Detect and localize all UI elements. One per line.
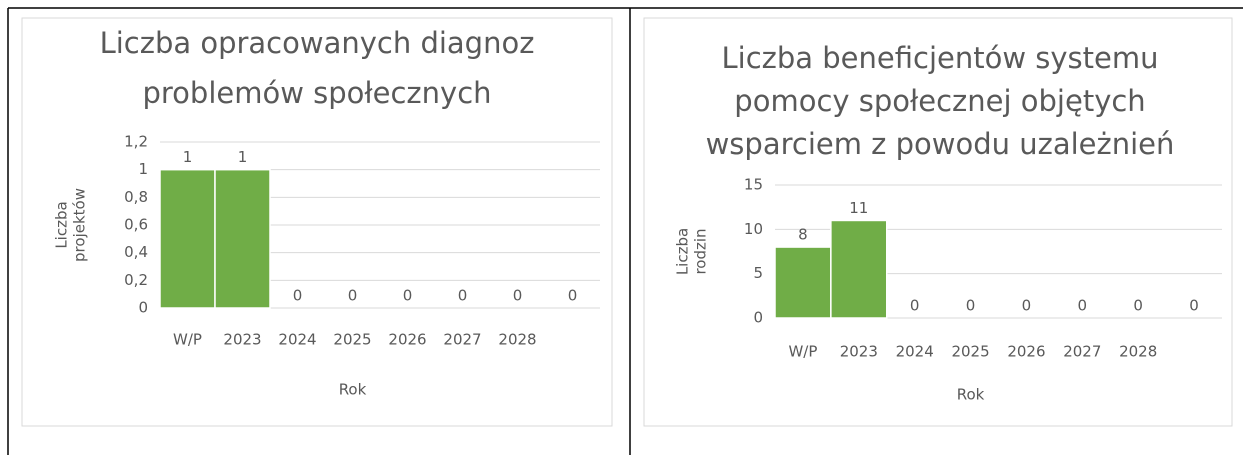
chart-frame	[21, 17, 613, 427]
y-axis-label: Liczba	[53, 201, 71, 248]
x-tick-label: 2025	[333, 331, 371, 349]
chart-title: problemów społecznych	[142, 76, 491, 110]
data-label: 0	[966, 297, 976, 315]
x-tick-label: 2024	[278, 331, 316, 349]
data-label: 0	[403, 287, 413, 305]
data-label: 1	[183, 148, 193, 166]
y-tick-label: 0,2	[124, 271, 148, 289]
chart-title: Liczba beneficjentów systemu	[721, 41, 1158, 75]
data-label: 0	[293, 287, 303, 305]
x-tick-label: 2027	[443, 331, 481, 349]
y-tick-label: 0	[138, 299, 148, 317]
data-label: 0	[513, 287, 523, 305]
data-label: 0	[1133, 297, 1143, 315]
x-tick-label: 2026	[1007, 343, 1045, 361]
y-tick-label: 0	[753, 309, 763, 327]
data-label: 11	[849, 199, 868, 217]
bar	[830, 219, 888, 319]
x-tick-label: 2024	[896, 343, 934, 361]
x-tick-label: 2026	[388, 331, 426, 349]
x-axis-label: Rok	[957, 386, 985, 404]
chart-title: wsparciem z powodu uzależnień	[706, 127, 1175, 161]
data-label: 0	[568, 287, 578, 305]
y-axis-label: rodzin	[692, 228, 710, 274]
y-tick-label: 0,4	[124, 243, 148, 261]
chart-title: pomocy społecznej objętych	[734, 84, 1145, 118]
data-label: 0	[458, 287, 468, 305]
x-tick-label: 2027	[1063, 343, 1101, 361]
y-axis-label: Liczba	[674, 228, 692, 275]
bar	[214, 168, 271, 309]
y-tick-label: 0,8	[124, 188, 148, 206]
y-tick-label: 0,6	[124, 216, 148, 234]
data-label: 0	[1078, 297, 1088, 315]
data-label: 0	[348, 287, 358, 305]
x-tick-label: W/P	[788, 343, 817, 361]
x-tick-label: 2023	[223, 331, 261, 349]
x-tick-label: W/P	[173, 331, 202, 349]
data-label: 0	[1189, 297, 1199, 315]
x-axis-label: Rok	[339, 381, 367, 399]
x-tick-label: 2028	[498, 331, 536, 349]
data-label: 1	[238, 148, 248, 166]
data-label: 8	[798, 226, 808, 244]
data-label: 0	[910, 297, 920, 315]
bar	[774, 246, 832, 319]
chart-title: Liczba opracowanych diagnoz	[100, 26, 535, 60]
x-tick-label: 2025	[951, 343, 989, 361]
data-label: 0	[1022, 297, 1032, 315]
x-tick-label: 2028	[1119, 343, 1157, 361]
y-tick-label: 1,2	[124, 133, 148, 151]
y-axis-label: projektów	[71, 188, 89, 262]
y-tick-label: 1	[138, 160, 148, 178]
chart-frame	[643, 17, 1233, 427]
bar	[159, 168, 216, 309]
y-tick-label: 5	[753, 264, 763, 282]
y-tick-label: 15	[744, 176, 763, 194]
x-tick-label: 2023	[840, 343, 878, 361]
y-tick-label: 10	[744, 220, 763, 238]
